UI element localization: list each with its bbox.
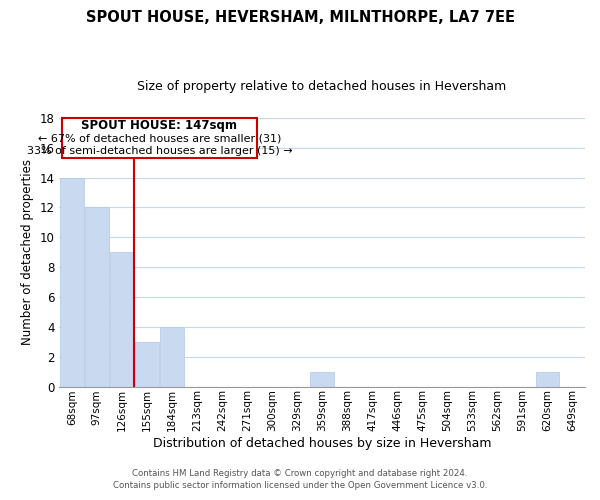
Text: Contains HM Land Registry data © Crown copyright and database right 2024.
Contai: Contains HM Land Registry data © Crown c… (113, 468, 487, 490)
Bar (536, 372, 559, 386)
Bar (85, 208, 109, 386)
Text: ← 67% of detached houses are smaller (31): ← 67% of detached houses are smaller (31… (38, 134, 281, 143)
Text: SPOUT HOUSE: 147sqm: SPOUT HOUSE: 147sqm (82, 120, 238, 132)
Bar (110, 252, 134, 386)
Y-axis label: Number of detached properties: Number of detached properties (21, 159, 34, 345)
X-axis label: Distribution of detached houses by size in Heversham: Distribution of detached houses by size … (153, 437, 491, 450)
Text: SPOUT HOUSE, HEVERSHAM, MILNTHORPE, LA7 7EE: SPOUT HOUSE, HEVERSHAM, MILNTHORPE, LA7 … (86, 10, 515, 25)
FancyBboxPatch shape (62, 118, 257, 158)
Bar (310, 372, 334, 386)
Bar (135, 342, 159, 386)
Bar (160, 327, 184, 386)
Text: 33% of semi-detached houses are larger (15) →: 33% of semi-detached houses are larger (… (26, 146, 292, 156)
Bar (60, 178, 83, 386)
Title: Size of property relative to detached houses in Heversham: Size of property relative to detached ho… (137, 80, 507, 93)
